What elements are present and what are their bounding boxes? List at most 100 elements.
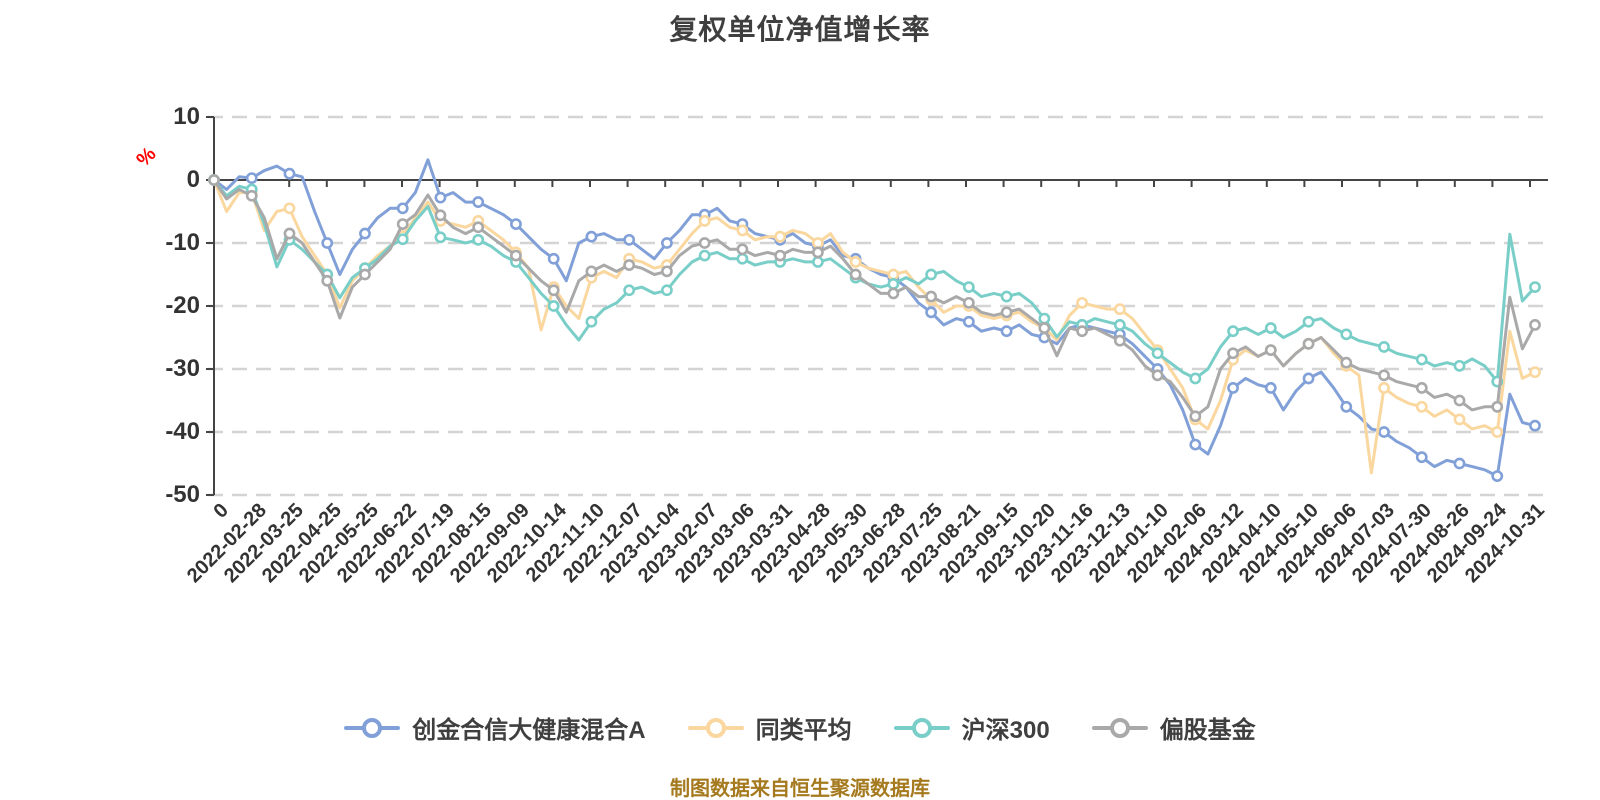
- data-point-marker: [1415, 400, 1428, 413]
- data-point-marker: [962, 296, 975, 309]
- data-point-marker: [925, 290, 938, 303]
- y-axis-label: -40: [165, 418, 200, 445]
- data-source-note: 制图数据来自恒生聚源数据库: [670, 778, 930, 800]
- data-point-marker: [1000, 306, 1013, 319]
- data-point-marker: [962, 315, 975, 328]
- legend-series-marker-icon: [893, 717, 950, 739]
- data-point-marker: [1302, 337, 1315, 350]
- data-point-marker: [283, 202, 296, 215]
- data-point-marker: [1000, 290, 1013, 303]
- data-point-marker: [774, 249, 787, 262]
- data-point-marker: [698, 249, 711, 262]
- series-line: [212, 178, 1537, 418]
- data-point-marker: [1113, 334, 1126, 347]
- y-axis-label: -20: [165, 292, 200, 319]
- data-point-marker: [962, 281, 975, 293]
- data-point-marker: [208, 174, 220, 186]
- data-point-marker: [1227, 347, 1239, 360]
- data-point-marker: [1189, 410, 1202, 423]
- data-point-marker: [1378, 369, 1390, 382]
- data-point-marker: [1378, 426, 1390, 438]
- data-point-marker: [698, 215, 711, 227]
- data-point-marker: [661, 265, 673, 278]
- data-point-marker: [1415, 381, 1428, 394]
- data-point-marker: [1302, 315, 1315, 328]
- data-point-marker: [811, 237, 824, 249]
- legend-label: 创金合信大健康混合A: [412, 717, 646, 744]
- data-point-marker: [887, 268, 900, 281]
- data-point-marker: [1227, 381, 1239, 394]
- data-point-marker: [1264, 381, 1277, 394]
- legend-label: 偏股基金: [1159, 717, 1256, 744]
- data-point-marker: [1151, 347, 1164, 360]
- data-point-marker: [1378, 381, 1390, 394]
- data-point-marker: [1340, 356, 1353, 369]
- data-point-marker: [585, 230, 598, 243]
- y-axis-label: -50: [165, 481, 200, 508]
- y-axis-label: -30: [165, 355, 200, 382]
- data-point-marker: [1340, 400, 1353, 413]
- data-point-marker: [1491, 470, 1504, 482]
- data-point-marker: [547, 284, 560, 297]
- y-axis-label: 0: [186, 166, 200, 193]
- data-point-marker: [1264, 322, 1277, 334]
- data-point-marker: [811, 255, 824, 268]
- data-point-marker: [623, 284, 636, 297]
- data-point-marker: [547, 252, 560, 265]
- data-point-marker: [1415, 353, 1428, 366]
- data-point-marker: [359, 268, 371, 281]
- data-point-marker: [1076, 325, 1088, 338]
- y-axis-label: -10: [165, 229, 200, 256]
- data-point-marker: [396, 202, 409, 215]
- data-point-marker: [1113, 303, 1126, 316]
- data-point-marker: [1529, 281, 1541, 293]
- data-point-marker: [472, 196, 485, 208]
- data-point-marker: [510, 249, 522, 262]
- data-point-marker: [1453, 359, 1466, 372]
- data-point-marker: [1529, 318, 1541, 331]
- data-point-marker: [887, 287, 900, 300]
- data-point-marker: [1415, 451, 1428, 464]
- data-point-marker: [736, 252, 749, 265]
- legend-item[interactable]: 创金合信大健康混合A: [344, 710, 646, 745]
- data-point-marker: [811, 246, 824, 259]
- legend-series-marker-icon: [344, 717, 401, 739]
- data-point-marker: [1529, 366, 1541, 379]
- data-point-marker: [283, 167, 296, 180]
- data-point-marker: [1189, 372, 1202, 385]
- legend-item[interactable]: 沪深300: [893, 710, 1050, 745]
- data-point-marker: [736, 243, 749, 256]
- data-point-marker: [736, 224, 749, 237]
- data-point-marker: [661, 284, 673, 297]
- data-point-marker: [1076, 296, 1088, 309]
- data-point-marker: [1378, 341, 1390, 353]
- chart-title: 复权单位净值增长率: [669, 14, 931, 45]
- legend-series-marker-icon: [1091, 717, 1148, 739]
- data-point-marker: [1227, 325, 1239, 338]
- legend-item[interactable]: 同类平均: [687, 710, 852, 745]
- data-point-marker: [1453, 413, 1466, 426]
- data-point-marker: [1491, 426, 1504, 438]
- data-point-marker: [359, 227, 371, 240]
- legend-label: 沪深300: [961, 717, 1050, 744]
- series-line: [212, 178, 1537, 384]
- legend-item[interactable]: 偏股基金: [1091, 710, 1256, 745]
- chart-legend: 创金合信大健康混合A 同类平均 沪深300 偏股基金: [0, 710, 1600, 745]
- data-point-marker: [472, 233, 485, 246]
- series-line: [212, 158, 1537, 478]
- data-point-marker: [321, 274, 334, 287]
- legend-label: 同类平均: [755, 717, 852, 744]
- data-point-marker: [321, 237, 334, 249]
- data-point-marker: [925, 268, 938, 281]
- data-point-marker: [1529, 419, 1541, 432]
- data-point-marker: [434, 231, 447, 244]
- data-point-marker: [245, 172, 258, 185]
- data-point-marker: [1453, 457, 1466, 470]
- data-point-marker: [472, 221, 485, 234]
- data-point-marker: [1491, 400, 1504, 413]
- data-point-marker: [396, 233, 409, 246]
- data-point-marker: [1038, 312, 1051, 325]
- data-point-marker: [623, 259, 636, 271]
